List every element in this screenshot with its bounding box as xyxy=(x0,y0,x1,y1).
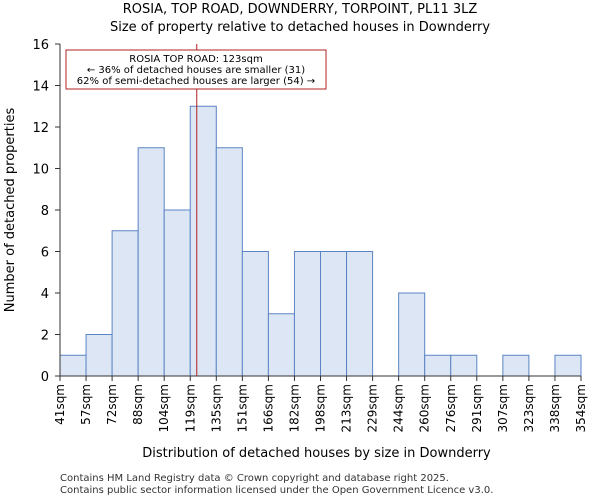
y-tick-label: 8 xyxy=(41,204,49,219)
y-tick-label: 16 xyxy=(32,38,49,53)
y-tick-label: 6 xyxy=(41,246,49,261)
histogram-bar xyxy=(293,251,322,377)
x-tick-label: 307sqm xyxy=(496,384,510,432)
x-tick-label: 291sqm xyxy=(470,384,484,432)
x-tick-label: 166sqm xyxy=(261,384,275,432)
x-tick-label: 72sqm xyxy=(105,384,119,425)
x-tick-label: 260sqm xyxy=(418,384,432,432)
x-tick-label: 119sqm xyxy=(183,384,197,432)
y-tick-label: 2 xyxy=(41,329,49,344)
x-tick-label: 229sqm xyxy=(366,384,380,432)
y-tick-label: 4 xyxy=(41,287,49,302)
histogram-bar xyxy=(241,251,269,377)
x-tick-label: 276sqm xyxy=(444,384,458,432)
annotation-box xyxy=(65,49,327,90)
histogram-bar xyxy=(59,354,87,377)
histogram-bar xyxy=(424,354,452,377)
histogram-bar xyxy=(502,354,530,377)
footer-copyright: Contains HM Land Registry data © Crown c… xyxy=(60,473,449,484)
histogram-bar xyxy=(346,251,374,377)
histogram-bar xyxy=(189,105,217,377)
histogram-bar xyxy=(554,354,582,377)
x-tick-label: 338sqm xyxy=(548,384,562,432)
x-tick-label: 198sqm xyxy=(314,384,328,432)
histogram-bar xyxy=(450,354,478,377)
annotation-line: ROSIA TOP ROAD: 123sqm xyxy=(129,54,262,65)
x-tick-label: 135sqm xyxy=(209,384,223,432)
x-tick-label: 104sqm xyxy=(157,384,171,432)
x-axis-title: Distribution of detached houses by size … xyxy=(142,446,491,461)
histogram-bar xyxy=(163,209,191,377)
y-tick-label: 12 xyxy=(32,121,49,136)
histogram-bar xyxy=(111,230,139,377)
x-tick-label: 323sqm xyxy=(522,384,536,432)
x-tick-label: 88sqm xyxy=(131,384,145,425)
chart-subtitle: Size of property relative to detached ho… xyxy=(109,20,491,35)
x-tick-label: 57sqm xyxy=(79,384,93,425)
y-axis-title: Number of detached properties xyxy=(3,108,18,313)
histogram-chart: 0 2 4 6 8 10 12 14 16 41sqm 57sqm 72sqm 88sqm 104sqm 1… xyxy=(3,38,588,461)
y-tick-label: 0 xyxy=(41,370,49,385)
footer-licence: Contains public sector information licen… xyxy=(60,485,494,496)
annotation-line: 62% of semi-detached houses are larger (… xyxy=(77,76,315,87)
histogram-bar xyxy=(267,313,295,377)
histogram-bar xyxy=(398,292,426,377)
x-tick-label: 182sqm xyxy=(287,384,301,432)
x-tick-label: 41sqm xyxy=(53,384,67,425)
histogram-bar xyxy=(85,334,113,377)
histogram-bar xyxy=(137,147,165,377)
x-tick-label: 244sqm xyxy=(392,384,406,432)
chart-title: ROSIA, TOP ROAD, DOWNDERRY, TORPOINT, PL… xyxy=(122,2,478,17)
x-tick-label: 151sqm xyxy=(235,384,249,432)
annotation-line: ← 36% of detached houses are smaller (31… xyxy=(87,65,305,76)
histogram-bar xyxy=(320,251,348,377)
y-tick-label: 10 xyxy=(32,163,49,178)
y-tick-label: 14 xyxy=(32,80,49,95)
x-tick-label: 213sqm xyxy=(340,384,354,432)
x-tick-label: 354sqm xyxy=(574,384,588,432)
histogram-bar xyxy=(215,147,243,377)
